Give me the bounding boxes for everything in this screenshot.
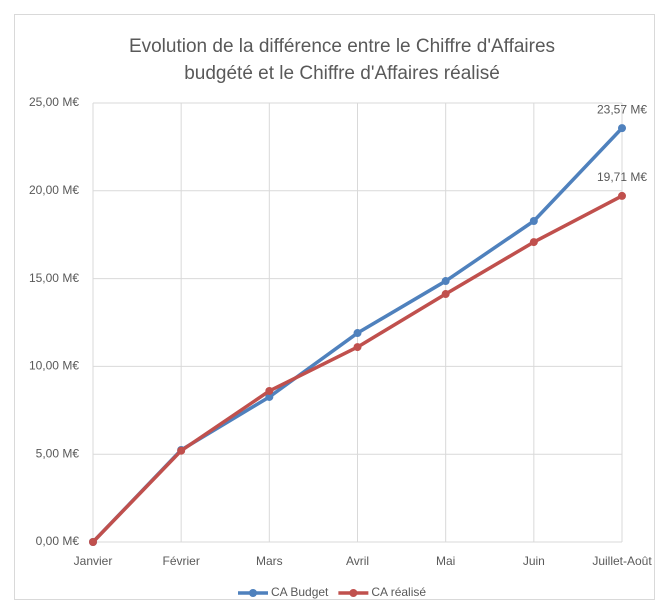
y-tick-label: 10,00 M€ [29, 359, 79, 373]
legend-label: CA réalisé [371, 585, 426, 599]
y-tick-label: 20,00 M€ [29, 183, 79, 197]
data-point [353, 343, 362, 352]
y-tick-label: 15,00 M€ [29, 271, 79, 285]
y-tick-label: 25,00 M€ [29, 95, 79, 109]
data-point [618, 191, 626, 200]
chart-title: budgété et le Chiffre d'Affaires réalisé [184, 63, 500, 84]
data-point [265, 386, 274, 395]
legend-marker [249, 589, 257, 597]
data-label: 23,57 M€ [597, 102, 647, 116]
data-point [529, 238, 538, 247]
data-point [89, 538, 97, 546]
data-point [441, 290, 450, 299]
data-point [529, 217, 538, 226]
x-tick-label: Juin [523, 554, 545, 568]
chart-frame [14, 14, 655, 600]
data-label: 19,71 M€ [597, 170, 647, 184]
legend-marker [349, 589, 358, 597]
x-tick-label: Avril [346, 554, 369, 568]
legend-label: CA Budget [271, 585, 329, 599]
x-tick-label: Mai [436, 554, 455, 568]
y-tick-label: 0,00 M€ [36, 534, 80, 548]
x-tick-label: Mars [256, 554, 283, 568]
data-point [353, 329, 362, 338]
x-tick-label: Juillet-Août [592, 554, 652, 568]
data-point [265, 392, 274, 401]
y-tick-label: 5,00 M€ [36, 446, 80, 460]
data-point [177, 446, 186, 455]
x-tick-label: Janvier [74, 554, 113, 568]
data-point [618, 124, 626, 133]
x-tick-label: Février [162, 554, 199, 568]
data-point [441, 277, 450, 286]
chart-title: Evolution de la différence entre le Chif… [129, 36, 555, 57]
